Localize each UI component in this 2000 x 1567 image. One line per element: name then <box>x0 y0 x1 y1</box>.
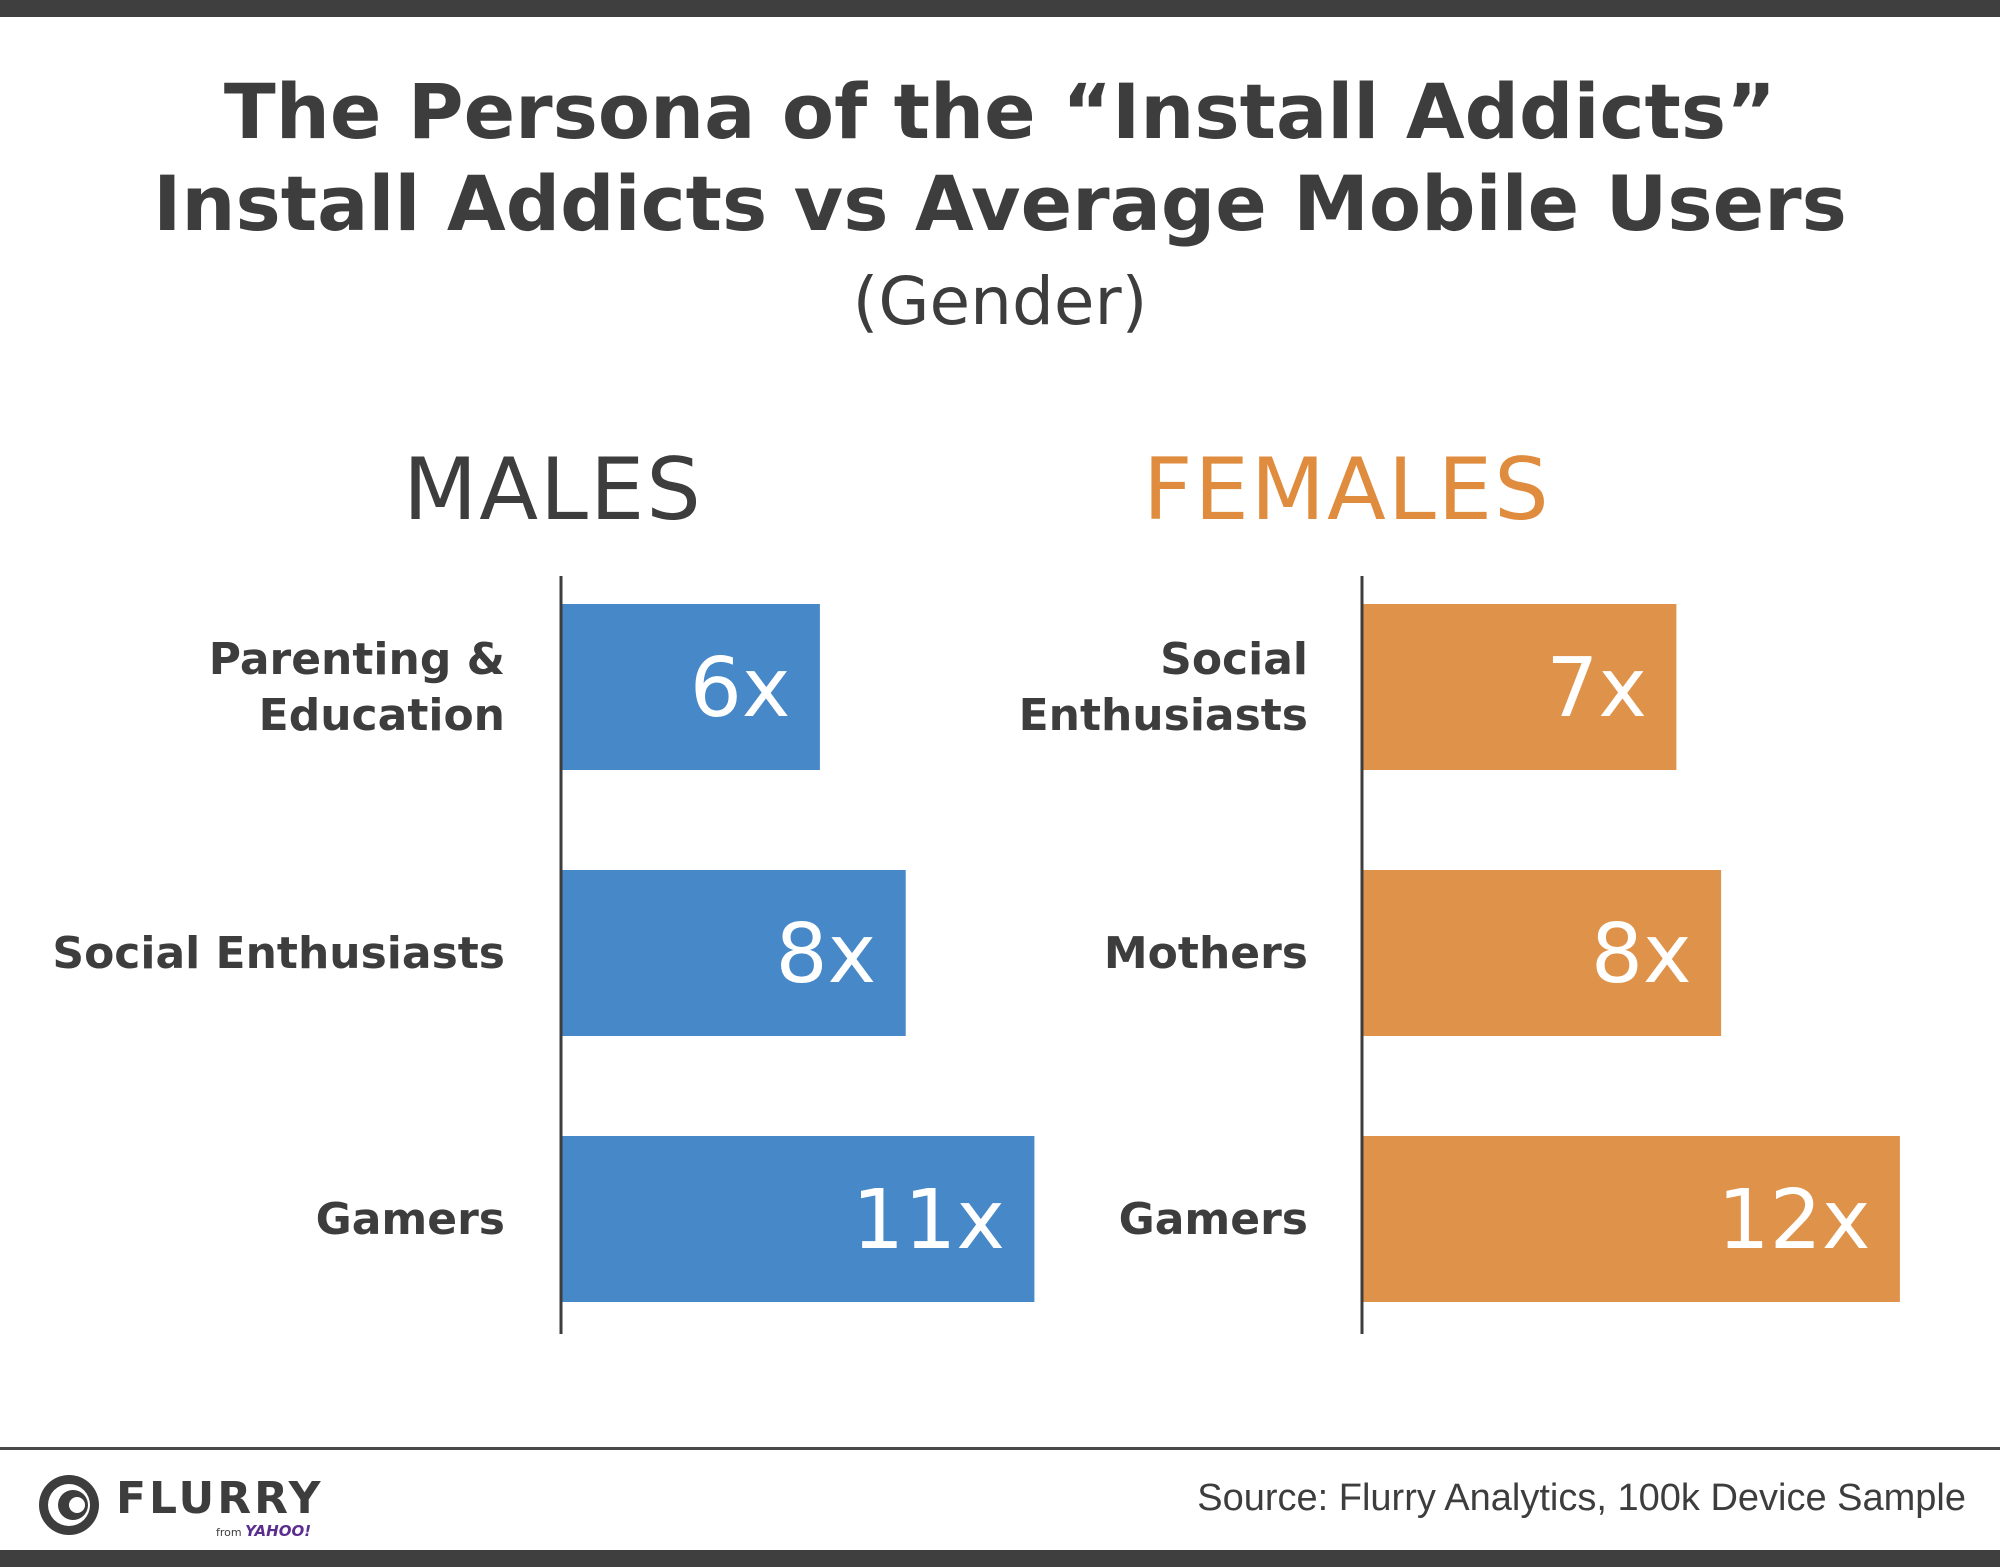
females-category-label-1: Mothers <box>1104 928 1308 979</box>
top-border-bar <box>0 0 2000 17</box>
males-bar-value-1: 8x <box>775 907 876 1002</box>
females-bar-1 <box>1363 870 1722 1036</box>
females-category-label-0-line-0: Social <box>1160 634 1308 685</box>
source-note: Source: Flurry Analytics, 100k Device Sa… <box>1197 1477 1966 1519</box>
flurry-swirl-icon <box>39 1475 99 1535</box>
males-category-label-2: Gamers <box>316 1194 505 1245</box>
flurry-logo: FLURRY from YAHOO! <box>36 1472 336 1540</box>
females-bar-value-1: 8x <box>1591 907 1692 1002</box>
males-bar-value-0: 6x <box>690 641 791 736</box>
males-bar-1 <box>562 870 906 1036</box>
males-bar-2 <box>562 1136 1035 1302</box>
females-bar-2 <box>1363 1136 1900 1302</box>
females-category-label-0-line-1: Enthusiasts <box>1019 690 1308 741</box>
females-panel-title: FEMALES <box>1143 440 1551 540</box>
flurry-wordmark: FLURRY <box>116 1473 324 1524</box>
from-text: from <box>216 1526 242 1539</box>
females-bar-value-2: 12x <box>1718 1173 1871 1268</box>
females-bar-value-0: 7x <box>1546 641 1647 736</box>
males-panel-title: MALES <box>403 440 703 540</box>
bottom-border-bar <box>0 1550 2000 1567</box>
males-bar-0 <box>562 604 820 770</box>
chart-subtitle: (Gender) <box>852 263 1148 340</box>
females-category-label-2: Gamers <box>1119 1194 1308 1245</box>
footer-divider <box>0 1447 2000 1450</box>
chart-title-line-1: The Persona of the “Install Addicts” <box>223 67 1777 156</box>
males-category-label-0-line-0: Parenting & <box>209 634 505 685</box>
males-category-label-1: Social Enthusiasts <box>52 928 505 979</box>
from-yahoo-tag: from YAHOO! <box>216 1522 311 1540</box>
males-category-label-0-line-1: Education <box>259 690 505 741</box>
chart-title-line-2: Install Addicts vs Average Mobile Users <box>153 159 1847 248</box>
females-bar-0 <box>1363 604 1677 770</box>
yahoo-text: YAHOO! <box>245 1522 312 1540</box>
males-bar-value-2: 11x <box>852 1173 1005 1268</box>
